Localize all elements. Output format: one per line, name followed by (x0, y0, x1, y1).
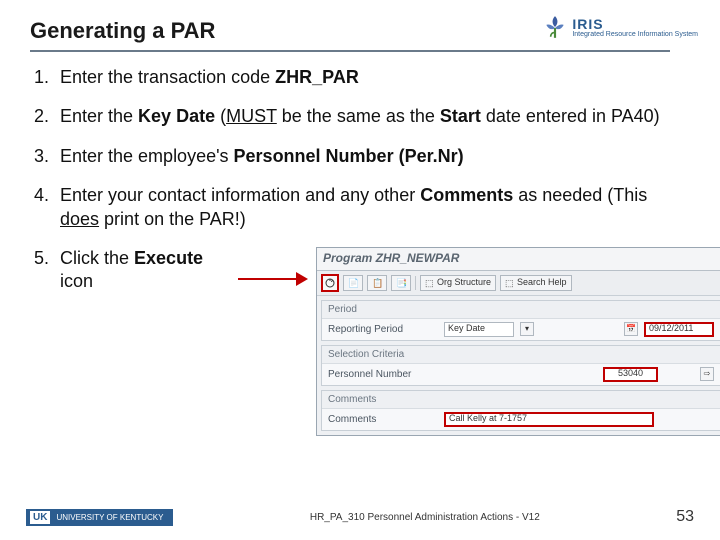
comments-label: Comments (328, 413, 438, 426)
pernr-label: Personnel Number (328, 368, 438, 381)
sap-program-title: Program ZHR_NEWPAR (317, 248, 720, 271)
step-1-text: Enter the transaction code ZHR_PAR (60, 66, 686, 89)
arrow-icon (238, 275, 308, 283)
multi-select-icon[interactable]: ⇨ (700, 367, 714, 381)
iris-logo: IRIS Integrated Resource Information Sys… (542, 14, 698, 40)
step-3: 3. Enter the employee's Personnel Number… (34, 145, 686, 168)
iris-brand: IRIS (572, 17, 698, 31)
step-2: 2. Enter the Key Date (MUST be the same … (34, 105, 686, 128)
slide-footer: UK UNIVERSITY OF KENTUCKY HR_PA_310 Pers… (0, 508, 720, 526)
toolbar-icon-3[interactable]: 📑 (391, 275, 411, 291)
dropdown-icon[interactable]: ▾ (520, 322, 534, 336)
keydate-input[interactable]: 09/12/2011 (644, 322, 714, 337)
step-5: 5. Click the Execute icon Program ZHR_NE… (34, 247, 686, 436)
step-2-text: Enter the Key Date (MUST be the same as … (60, 105, 686, 128)
execute-button[interactable] (321, 274, 339, 292)
step-4: 4. Enter your contact information and an… (34, 184, 686, 231)
instruction-list: 1. Enter the transaction code ZHR_PAR 2.… (0, 52, 720, 436)
sap-toolbar: 📄 📋 📑 ⬚Org Structure ⬚Search Help (317, 271, 720, 296)
iris-flower-icon (542, 14, 568, 40)
step-4-text: Enter your contact information and any o… (60, 184, 686, 231)
page-number: 53 (676, 508, 694, 526)
step-1: 1. Enter the transaction code ZHR_PAR (34, 66, 686, 89)
toolbar-icon-2[interactable]: 📋 (367, 275, 387, 291)
iris-tagline: Integrated Resource Information System (572, 31, 698, 38)
calendar-icon[interactable]: 📅 (624, 322, 638, 336)
comments-section: Comments Comments Call Kelly at 7-1757 (321, 390, 720, 431)
sap-screenshot: Program ZHR_NEWPAR 📄 📋 📑 ⬚Org Structure … (316, 247, 720, 436)
pernr-input[interactable]: 53040 (603, 367, 658, 382)
comments-input[interactable]: Call Kelly at 7-1757 (444, 412, 654, 427)
footer-caption: HR_PA_310 Personnel Administration Actio… (173, 512, 676, 523)
org-structure-button[interactable]: ⬚Org Structure (420, 275, 496, 291)
period-section: Period Reporting Period Key Date ▾ 📅 09/… (321, 300, 720, 341)
toolbar-icon-1[interactable]: 📄 (343, 275, 363, 291)
search-help-button[interactable]: ⬚Search Help (500, 275, 572, 291)
reporting-period-label: Reporting Period (328, 323, 438, 336)
step-3-text: Enter the employee's Personnel Number (P… (60, 145, 686, 168)
selection-section: Selection Criteria Personnel Number 5304… (321, 345, 720, 386)
step-5-text: Click the Execute icon (60, 247, 230, 294)
reporting-period-dropdown[interactable]: Key Date (444, 322, 514, 337)
uk-logo: UK UNIVERSITY OF KENTUCKY (26, 509, 173, 526)
